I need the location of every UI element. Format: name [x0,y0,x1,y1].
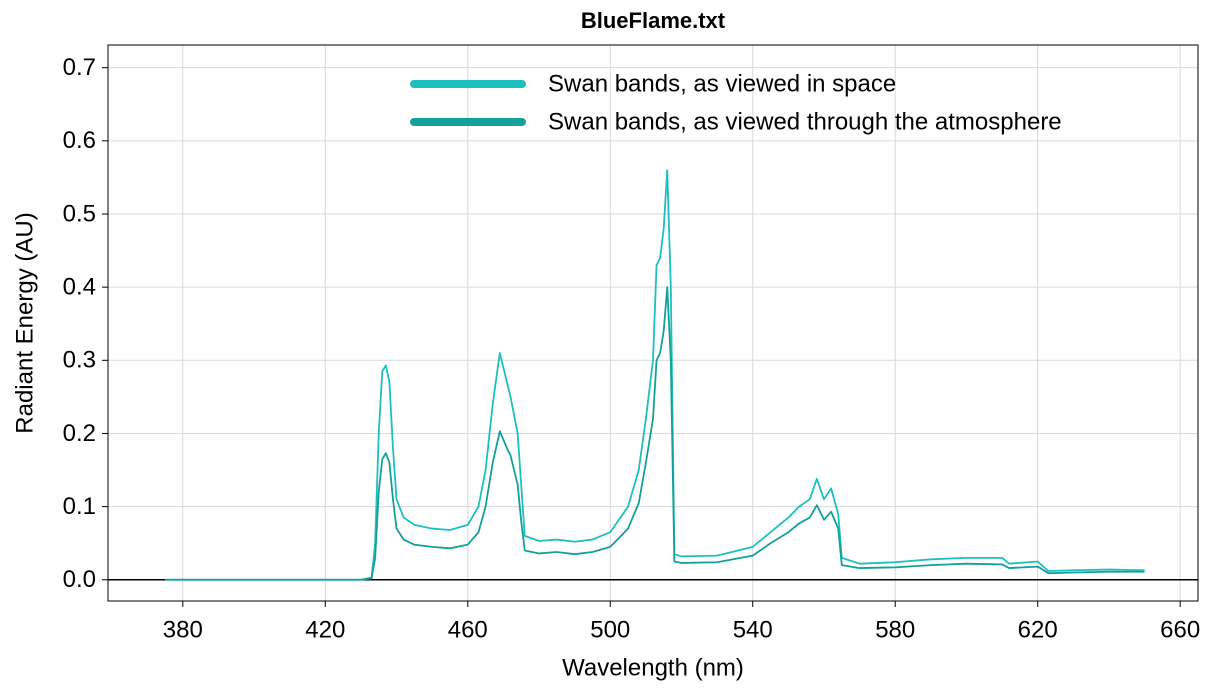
chart-title: BlueFlame.txt [581,8,726,33]
y-tick-label: 0.3 [63,347,96,374]
y-tick-label: 0.0 [63,566,96,593]
x-axis-label: Wavelength (nm) [562,654,744,681]
y-tick-label: 0.1 [63,493,96,520]
x-tick-label: 540 [733,616,773,643]
x-tick-label: 460 [448,616,488,643]
x-tick-label: 380 [163,616,203,643]
y-tick-label: 0.7 [63,54,96,81]
x-tick-label: 620 [1018,616,1058,643]
x-tick-label: 580 [875,616,915,643]
x-tick-label: 500 [590,616,630,643]
x-tick-label: 660 [1160,616,1200,643]
legend-label: Swan bands, as viewed through the atmosp… [548,108,1062,135]
data-line [164,286,1145,581]
legend-label: Swan bands, as viewed in space [548,70,896,97]
plot-frame [107,44,1199,602]
y-tick-label: 0.6 [63,127,96,154]
x-tick-label: 420 [305,616,345,643]
y-tick-label: 0.2 [63,420,96,447]
y-tick-label: 0.4 [63,273,96,300]
y-axis-label: Radiant Energy (AU) [11,212,38,433]
data-line [164,169,1145,581]
y-tick-label: 0.5 [63,200,96,227]
